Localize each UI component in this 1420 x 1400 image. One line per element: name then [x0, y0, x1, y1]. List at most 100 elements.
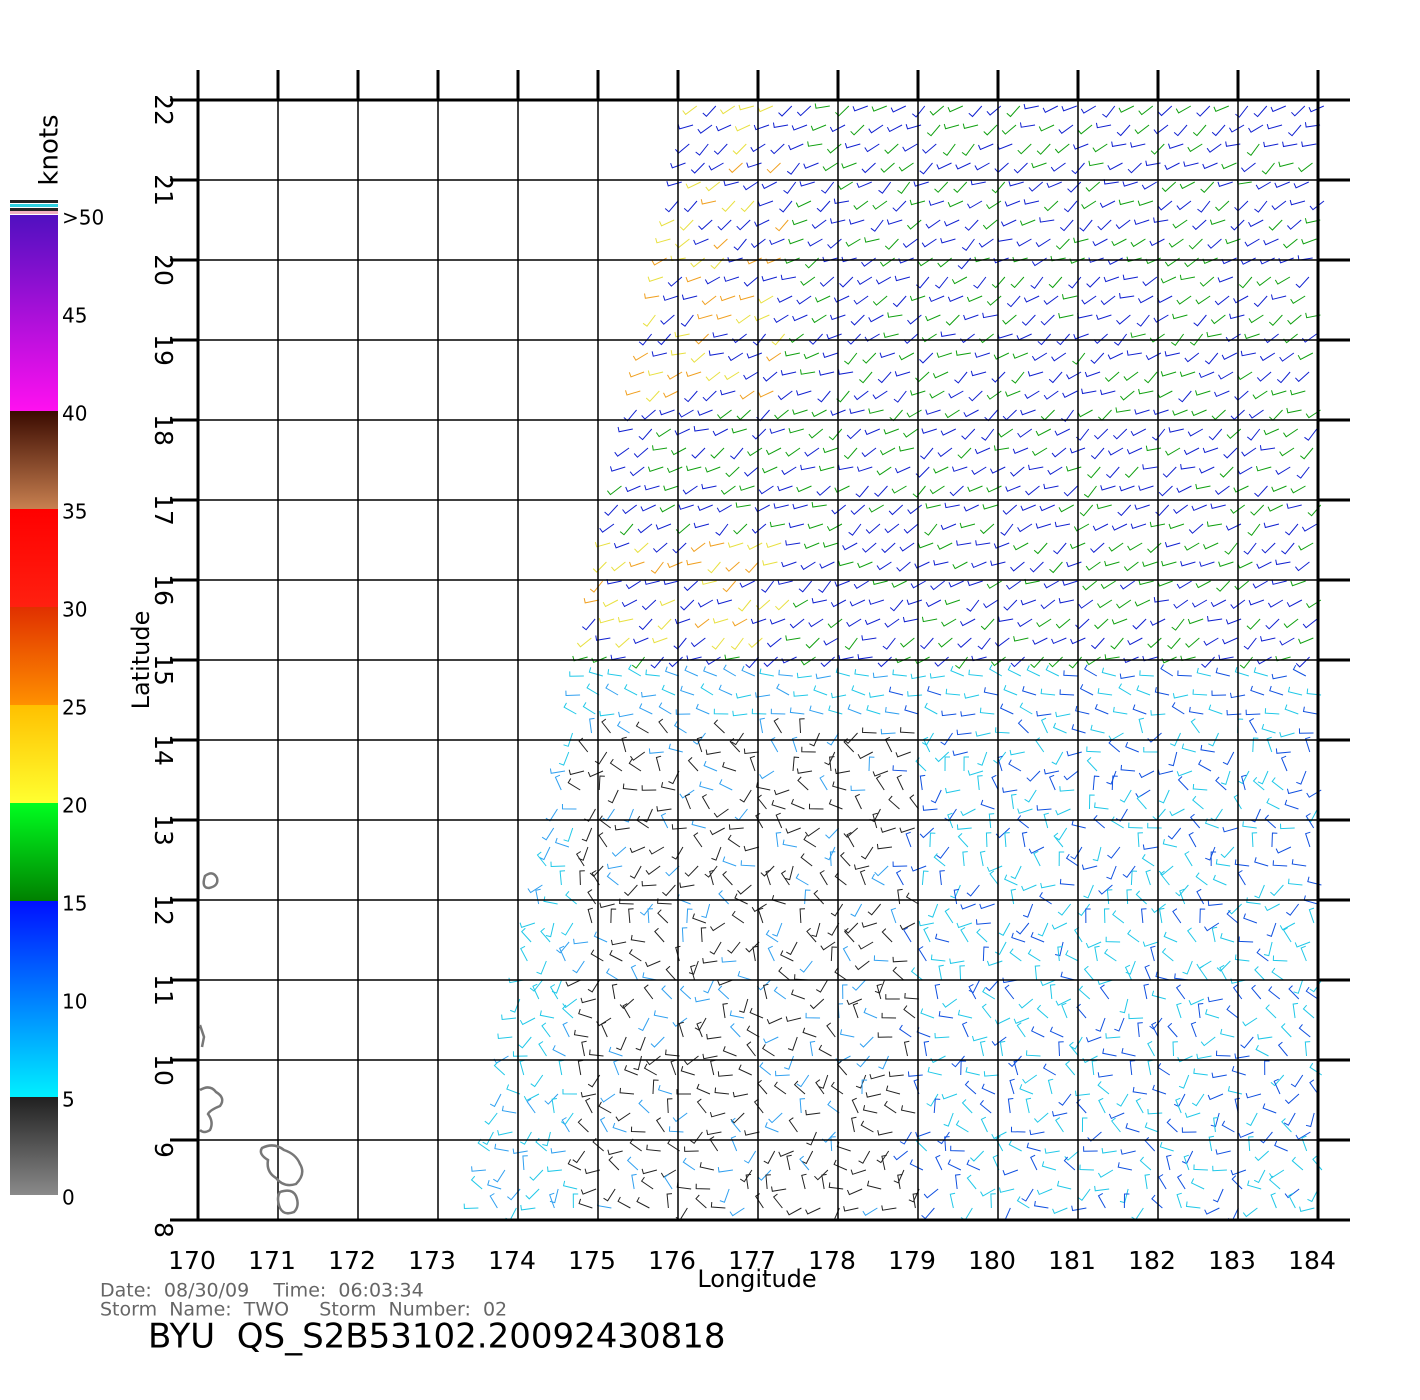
wind-barb [806, 1131, 817, 1146]
wind-barb [1171, 618, 1185, 631]
wind-barb [1196, 1053, 1212, 1060]
wind-barb [970, 1150, 985, 1162]
wind-barb [1104, 371, 1120, 383]
wind-barb [983, 687, 999, 696]
wind-barb [785, 447, 801, 457]
wind-barb [1243, 542, 1257, 555]
wind-barb [659, 409, 675, 416]
wind-barb [1279, 352, 1295, 362]
wind-barb [1036, 1188, 1053, 1196]
wind-barb [1153, 217, 1169, 223]
wind-barb [884, 523, 900, 534]
wind-barb [934, 983, 941, 1000]
wind-barb [623, 409, 637, 422]
wind-barb [644, 579, 660, 585]
wind-barb [909, 794, 919, 810]
wind-barb [809, 333, 823, 345]
wind-barb [1020, 409, 1036, 416]
wind-barb [1111, 141, 1127, 147]
wind-barb [648, 748, 664, 754]
wind-barb [884, 618, 900, 628]
wind-barb [1261, 542, 1276, 554]
wind-barb [1202, 162, 1218, 170]
wind-barb [701, 794, 710, 810]
wind-barb [696, 1083, 711, 1095]
wind-barb [684, 1146, 699, 1152]
wind-barb [662, 884, 676, 897]
wind-barb [1147, 822, 1162, 829]
wind-barb [892, 669, 907, 677]
wind-barb [829, 124, 846, 133]
wind-barb [1137, 832, 1143, 848]
wind-barb [799, 369, 816, 375]
wind-barb [909, 295, 926, 302]
wind-barb [666, 1098, 673, 1114]
wind-barb [1172, 219, 1188, 229]
wind-barb [834, 967, 847, 981]
wind-barb [1237, 561, 1253, 569]
wind-barb [1268, 986, 1281, 1000]
wind-barb [1139, 670, 1154, 677]
wind-barb [853, 295, 869, 305]
wind-barb [1304, 831, 1311, 848]
wind-barb [1033, 542, 1048, 555]
wind-barb [1103, 276, 1120, 283]
wind-barb [1084, 664, 1098, 677]
wind-barb [1286, 903, 1300, 916]
wind-barb [701, 483, 717, 490]
x-tick-label: 184 [1288, 1246, 1336, 1275]
wind-barb [760, 865, 775, 877]
wind-barb [1246, 143, 1260, 157]
wind-barb [928, 295, 945, 303]
wind-barb [1127, 929, 1140, 943]
wind-barb [1260, 636, 1276, 642]
wind-barb [660, 812, 669, 829]
wind-barb [1264, 708, 1280, 715]
wind-barb [905, 831, 912, 848]
wind-barb [984, 409, 998, 422]
wind-barb [1144, 371, 1158, 384]
wind-barb [632, 352, 649, 361]
wind-barb [778, 966, 790, 981]
wind-barb [1243, 913, 1258, 924]
wind-barb [796, 295, 812, 305]
wind-barb [904, 705, 919, 715]
wind-barb [910, 580, 926, 589]
wind-barb [974, 447, 991, 455]
wind-barb [822, 256, 838, 263]
wind-barb [565, 890, 577, 905]
wind-barb [663, 485, 679, 492]
wind-barb [754, 219, 770, 227]
wind-barb [951, 276, 968, 285]
wind-barb [1268, 314, 1283, 327]
wind-barb [878, 181, 892, 194]
wind-barb [1188, 238, 1203, 250]
wind-barb [941, 618, 957, 627]
wind-barb [1269, 409, 1283, 421]
wind-barb [1013, 542, 1029, 551]
wind-barb [567, 778, 581, 791]
wind-barb [850, 504, 866, 516]
wind-barb [895, 751, 911, 758]
wind-barb [1013, 1017, 1030, 1024]
wind-barb [629, 865, 642, 879]
wind-barb [1210, 808, 1223, 822]
wind-barb [864, 237, 880, 243]
wind-barb [1061, 294, 1078, 300]
wind-barb [918, 946, 927, 962]
wind-barb [1036, 618, 1052, 628]
wind-barb [558, 751, 570, 766]
wind-barb [1023, 199, 1040, 205]
wind-barb [771, 799, 786, 810]
wind-barb [1158, 789, 1170, 804]
wind-barb [693, 238, 709, 246]
wind-barb [1277, 1041, 1288, 1057]
wind-barb [1107, 447, 1124, 456]
wind-barb [712, 618, 729, 624]
wind-barb [977, 775, 983, 791]
wind-barb [1067, 181, 1082, 193]
wind-barb [1107, 257, 1123, 265]
wind-barb [668, 656, 683, 668]
wind-barb [862, 727, 877, 734]
wind-barb [1138, 105, 1154, 116]
